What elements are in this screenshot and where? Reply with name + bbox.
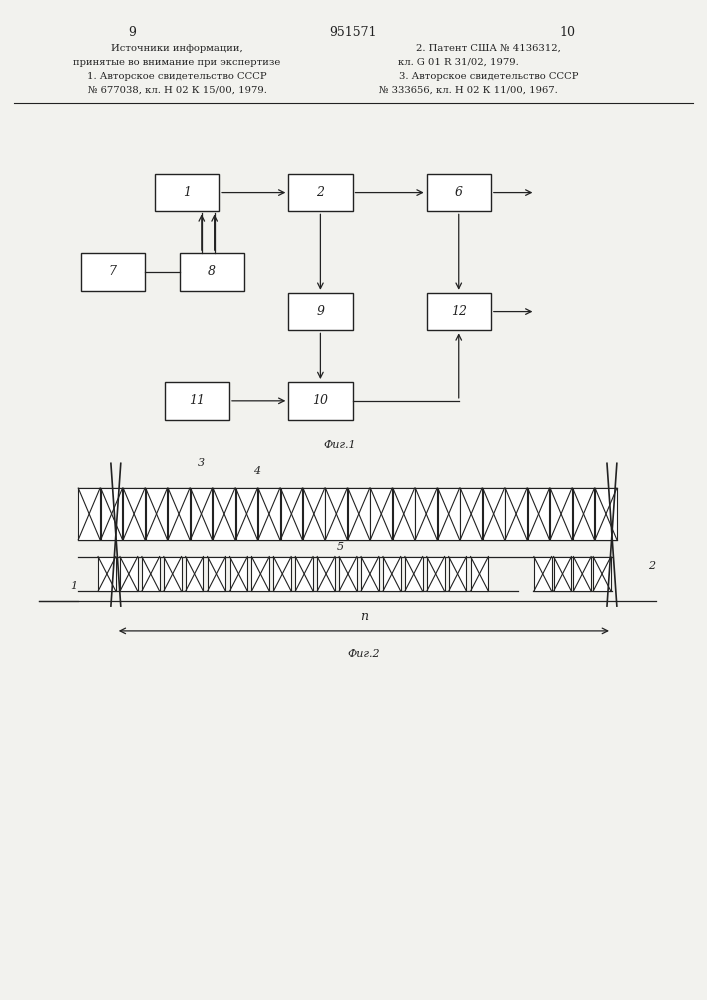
Bar xyxy=(325,488,347,540)
Bar xyxy=(383,557,401,591)
Text: 12: 12 xyxy=(451,305,467,318)
Text: № 333656, кл. Н 02 К 11/00, 1967.: № 333656, кл. Н 02 К 11/00, 1967. xyxy=(379,85,558,94)
Bar xyxy=(186,557,204,591)
Text: 5: 5 xyxy=(337,542,344,552)
Text: принятые во внимание при экспертизе: принятые во внимание при экспертизе xyxy=(74,58,281,67)
Bar xyxy=(235,488,257,540)
Text: 4: 4 xyxy=(252,466,259,476)
Bar xyxy=(288,174,353,211)
Text: 9: 9 xyxy=(129,26,136,39)
Text: 1. Авторское свидетельство СССР: 1. Авторское свидетельство СССР xyxy=(87,72,267,81)
Text: 951571: 951571 xyxy=(329,26,377,39)
Text: 2. Патент США № 4136312,: 2. Патент США № 4136312, xyxy=(416,44,561,53)
Bar xyxy=(258,488,280,540)
Bar xyxy=(415,488,437,540)
Text: 2: 2 xyxy=(648,561,655,571)
Bar xyxy=(180,253,244,291)
Bar xyxy=(361,557,379,591)
Bar xyxy=(348,488,370,540)
Text: Источники информации,: Источники информации, xyxy=(111,44,243,53)
Bar xyxy=(208,557,226,591)
Bar xyxy=(296,557,313,591)
Text: 10: 10 xyxy=(312,394,328,407)
Text: 10: 10 xyxy=(559,26,575,39)
Bar xyxy=(550,488,572,540)
Bar xyxy=(405,557,423,591)
Bar xyxy=(274,557,291,591)
Bar xyxy=(252,557,269,591)
Bar xyxy=(98,557,116,591)
Text: кл. G 01 R 31/02, 1979.: кл. G 01 R 31/02, 1979. xyxy=(398,58,519,67)
Bar xyxy=(593,557,611,591)
Text: 11: 11 xyxy=(189,394,205,407)
Bar xyxy=(81,253,145,291)
Bar xyxy=(288,293,353,330)
Bar xyxy=(573,488,595,540)
Text: 2: 2 xyxy=(317,186,325,199)
Bar xyxy=(317,557,335,591)
Text: 3: 3 xyxy=(198,458,205,468)
Bar xyxy=(471,557,489,591)
Bar xyxy=(165,382,229,420)
Bar xyxy=(164,557,182,591)
Bar xyxy=(191,488,212,540)
Bar xyxy=(427,557,445,591)
Bar xyxy=(534,557,551,591)
Bar xyxy=(426,293,491,330)
Text: 6: 6 xyxy=(455,186,463,199)
Bar xyxy=(123,488,145,540)
Bar xyxy=(449,557,467,591)
Bar xyxy=(573,557,591,591)
Text: 8: 8 xyxy=(208,265,216,278)
Bar xyxy=(230,557,247,591)
Text: 3. Авторское свидетельство СССР: 3. Авторское свидетельство СССР xyxy=(399,72,578,81)
Bar xyxy=(483,488,505,540)
Text: 7: 7 xyxy=(109,265,117,278)
Bar xyxy=(426,174,491,211)
Bar xyxy=(78,488,100,540)
Bar xyxy=(155,174,219,211)
Bar xyxy=(460,488,482,540)
Bar xyxy=(303,488,325,540)
Bar xyxy=(120,557,138,591)
Bar xyxy=(281,488,303,540)
Bar xyxy=(142,557,160,591)
Bar xyxy=(339,557,357,591)
Bar xyxy=(213,488,235,540)
Bar xyxy=(393,488,414,540)
Bar xyxy=(554,557,571,591)
Bar xyxy=(595,488,617,540)
Text: 9: 9 xyxy=(317,305,325,318)
Bar xyxy=(506,488,527,540)
Text: 1: 1 xyxy=(70,581,77,591)
Text: № 677038, кл. Н 02 К 15/00, 1979.: № 677038, кл. Н 02 К 15/00, 1979. xyxy=(88,85,267,94)
Bar xyxy=(168,488,190,540)
Bar xyxy=(527,488,549,540)
Bar xyxy=(288,382,353,420)
Bar xyxy=(370,488,392,540)
Bar xyxy=(101,488,122,540)
Bar xyxy=(438,488,460,540)
Text: 1: 1 xyxy=(183,186,191,199)
Text: Фиг.2: Фиг.2 xyxy=(348,649,380,659)
Text: Фиг.1: Фиг.1 xyxy=(324,440,356,450)
Bar xyxy=(146,488,168,540)
Text: п: п xyxy=(360,610,368,623)
